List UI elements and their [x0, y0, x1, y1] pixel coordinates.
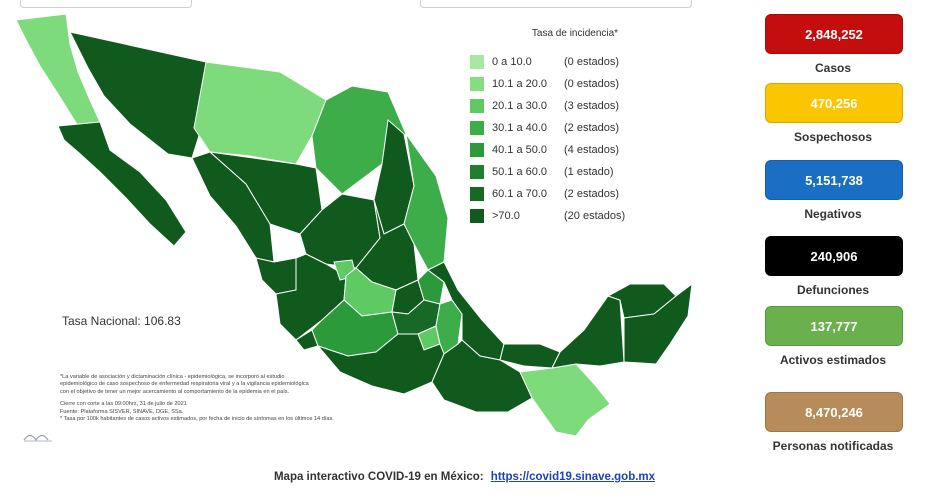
legend-swatch: [470, 165, 484, 179]
legend-range: >70.0: [492, 210, 520, 222]
interactive-map-link[interactable]: https://covid19.sinave.gob.mx: [490, 471, 656, 483]
stat-label: Sospechosos: [793, 130, 873, 144]
legend-range: 60.1 a 70.0: [492, 188, 548, 200]
stat-activos: 137,777 Activos estimados: [765, 306, 905, 367]
note-line: epidemiológico de caso sospechoso de enf…: [60, 381, 309, 388]
stat-label: Casos: [814, 61, 852, 75]
legend-range: 50.1 a 60.0: [492, 166, 548, 178]
legend-row: 20.1 a 30.0 (3 estados): [470, 95, 670, 117]
legend-count: (0 estados): [564, 56, 620, 68]
note-line: Cierre con corte a las 09:00hrs, 31 de j…: [60, 401, 187, 408]
state-campeche[interactable]: [551, 295, 625, 369]
legend-count: (2 estados): [564, 188, 620, 200]
legend-range: 30.1 a 40.0: [492, 122, 548, 134]
state-hidalgo[interactable]: [417, 269, 445, 305]
map-panel: Tasa de incidencia* 0 a 10.0 (0 estados) 1…: [15, 13, 693, 442]
state-quintana-roo[interactable]: [623, 282, 693, 365]
legend-row: 30.1 a 40.0 (2 estados): [470, 117, 670, 139]
legend-count: (1 estado): [564, 166, 614, 178]
agency-logo-icon: [23, 434, 52, 442]
state-chiapas[interactable]: [519, 363, 611, 437]
legend-row: 40.1 a 50.0 (4 estados): [470, 139, 670, 161]
legend-row: 0 a 10.0 (0 estados): [470, 51, 670, 73]
state-chihuahua[interactable]: [193, 61, 327, 165]
map-legend: Tasa de incidencia* 0 a 10.0 (0 estados) 1…: [470, 28, 670, 227]
legend-row: 50.1 a 60.0 (1 estado): [470, 161, 670, 183]
state-guerrero[interactable]: [316, 333, 445, 395]
legend-swatch: [470, 143, 484, 157]
footer-text: Mapa interactivo COVID-19 en México:: [273, 471, 484, 483]
map-states: [15, 13, 693, 437]
legend-swatch: [470, 121, 484, 135]
legend-count: (20 estados): [564, 210, 626, 222]
stat-label: Personas notificadas: [772, 439, 894, 453]
stat-value: 2,848,252: [765, 14, 903, 54]
stat-label: Activos estimados: [779, 353, 887, 367]
state-baja-california[interactable]: [15, 13, 101, 127]
stat-value: 8,470,246: [765, 392, 903, 432]
note-line: * Tasa por 100k habitantes de casos acti…: [60, 416, 334, 423]
legend-count: (3 estados): [564, 100, 620, 112]
stat-notificadas: 8,470,246 Personas notificadas: [765, 392, 905, 453]
legend-title: Tasa de incidencia*: [531, 28, 619, 39]
legend-range: 40.1 a 50.0: [492, 144, 548, 156]
legend-count: (0 estados): [564, 78, 620, 90]
stat-value: 470,256: [765, 83, 903, 123]
legend-row: >70.0 (20 estados): [470, 205, 670, 227]
legend-range: 10.1 a 20.0: [492, 78, 548, 90]
legend-row: 10.1 a 20.0 (0 estados): [470, 73, 670, 95]
note-line: con el objetivo de tener un mejor acerca…: [60, 388, 290, 395]
stat-negativos: 5,151,738 Negativos: [765, 160, 905, 221]
note-line: *La variable de asociación y dictaminaci…: [60, 374, 285, 380]
map-notes: *La variable de asociación y dictaminaci…: [60, 374, 440, 423]
mexico-map: [15, 13, 693, 437]
stat-defunciones: 240,906 Defunciones: [765, 236, 905, 297]
tasa-nacional: Tasa Nacional: 106.83: [62, 314, 181, 328]
top-frame-right: [420, 0, 692, 8]
stat-value: 137,777: [765, 306, 903, 346]
legend-swatch: [470, 77, 484, 91]
legend-count: (2 estados): [564, 122, 620, 134]
top-frame-left: [20, 0, 192, 8]
legend-range: 20.1 a 30.0: [492, 100, 548, 112]
stat-sospechosos: 470,256 Sospechosos: [765, 83, 905, 144]
state-tabasco[interactable]: [499, 343, 561, 369]
footer: Mapa interactivo COVID-19 en México: htt…: [0, 471, 929, 483]
legend-swatch: [470, 209, 484, 223]
stat-label: Negativos: [804, 207, 862, 221]
state-baja-california-sur[interactable]: [57, 121, 187, 247]
legend-swatch: [470, 187, 484, 201]
state-nayarit[interactable]: [255, 257, 297, 295]
legend-swatch: [470, 55, 484, 69]
legend-range: 0 a 10.0: [492, 56, 532, 68]
legend-row: 60.1 a 70.0 (2 estados): [470, 183, 670, 205]
stat-label: Defunciones: [796, 283, 869, 297]
note-line: Fuente: Plataforma SISVER, SINAVE, DGE, …: [60, 408, 184, 415]
stat-value: 240,906: [765, 236, 903, 276]
stat-value: 5,151,738: [765, 160, 903, 200]
legend-count: (4 estados): [564, 144, 620, 156]
legend-swatch: [470, 99, 484, 113]
stat-casos: 2,848,252 Casos: [765, 14, 905, 75]
